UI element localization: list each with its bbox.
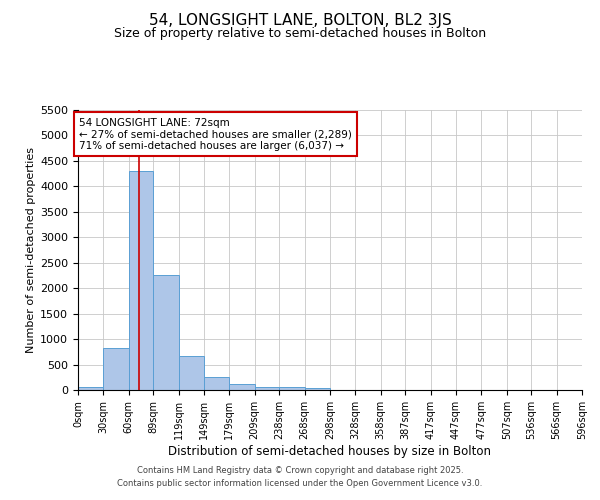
Bar	[153, 276, 179, 390]
Bar	[279, 388, 305, 390]
Bar	[204, 378, 229, 390]
Text: 54, LONGSIGHT LANE, BOLTON, BL2 3JS: 54, LONGSIGHT LANE, BOLTON, BL2 3JS	[149, 12, 451, 28]
Bar	[129, 171, 153, 390]
Y-axis label: Number of semi-detached properties: Number of semi-detached properties	[26, 147, 36, 353]
Text: Contains HM Land Registry data © Crown copyright and database right 2025.
Contai: Contains HM Land Registry data © Crown c…	[118, 466, 482, 487]
Text: Size of property relative to semi-detached houses in Bolton: Size of property relative to semi-detach…	[114, 28, 486, 40]
Bar	[229, 384, 255, 390]
Bar	[179, 356, 204, 390]
Bar	[103, 348, 129, 390]
Bar	[78, 388, 103, 390]
Text: 54 LONGSIGHT LANE: 72sqm
← 27% of semi-detached houses are smaller (2,289)
71% o: 54 LONGSIGHT LANE: 72sqm ← 27% of semi-d…	[79, 118, 352, 151]
X-axis label: Distribution of semi-detached houses by size in Bolton: Distribution of semi-detached houses by …	[169, 444, 491, 458]
Bar	[305, 388, 330, 390]
Bar	[255, 387, 279, 390]
